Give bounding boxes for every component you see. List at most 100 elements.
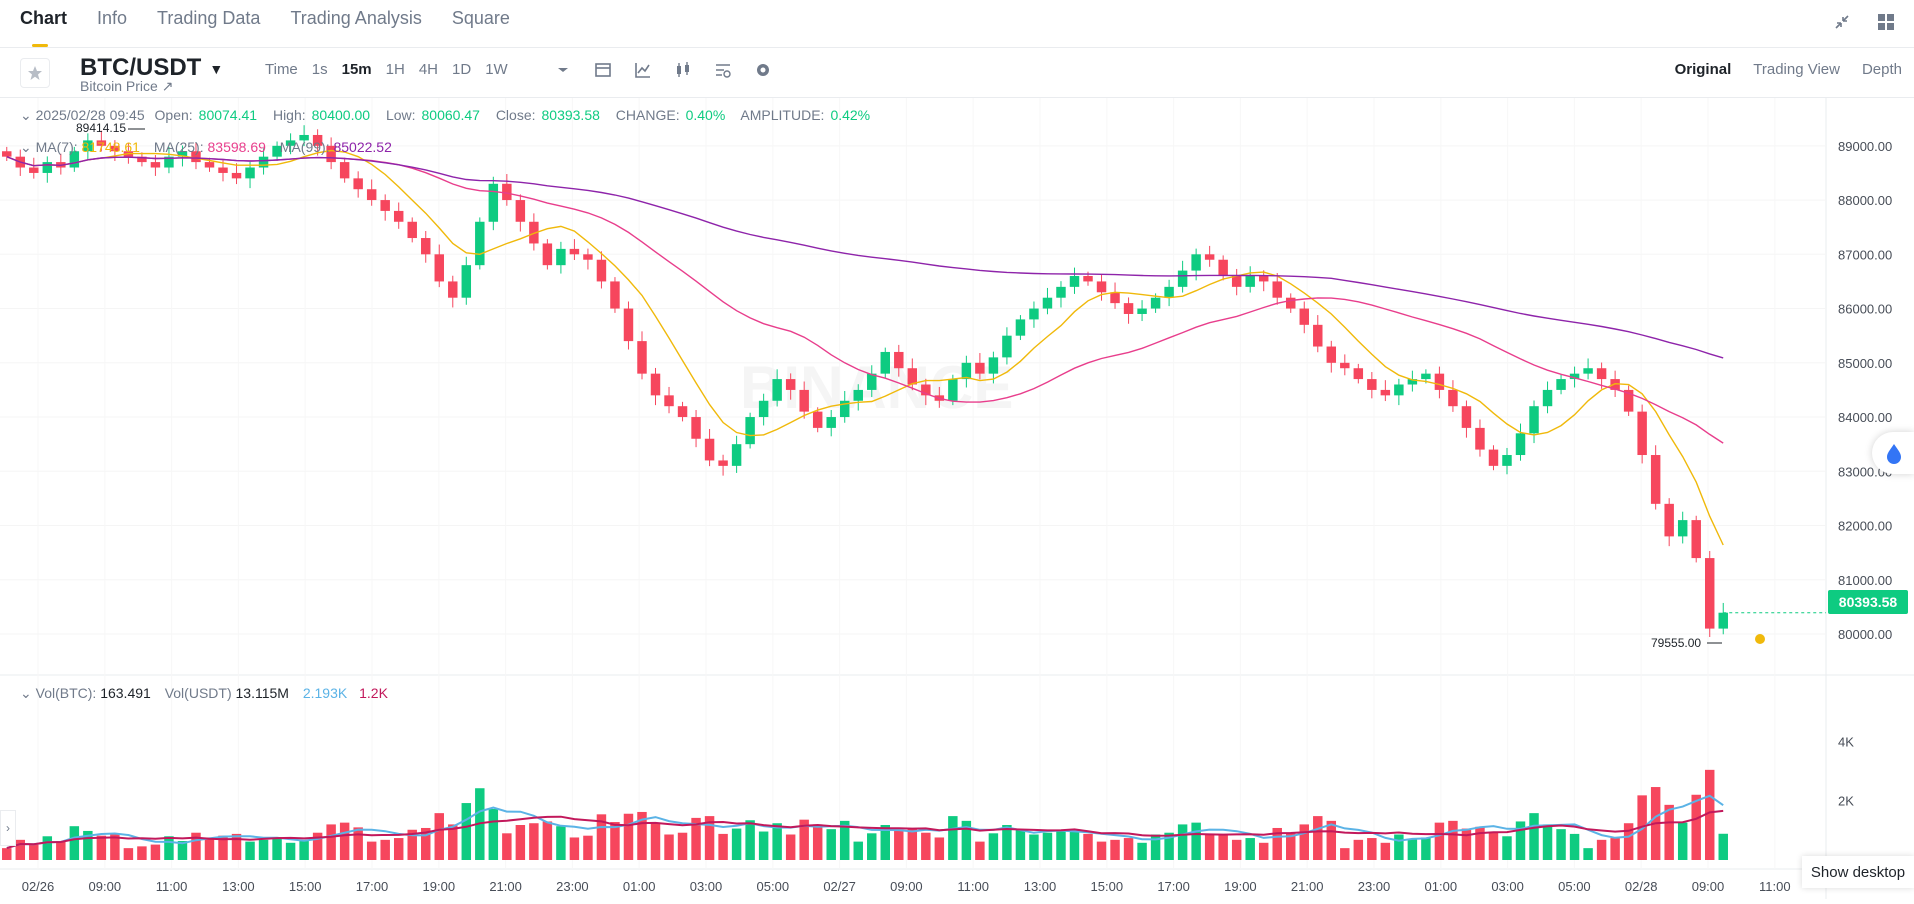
interval-time[interactable]: Time: [265, 61, 298, 78]
collapse-chevron-icon[interactable]: ⌄: [20, 139, 36, 155]
volume-bar: [772, 823, 782, 860]
volume-bar: [569, 837, 580, 860]
candle-body: [1623, 389, 1634, 412]
candle-body: [1286, 297, 1296, 309]
volume-bar: [1231, 839, 1242, 860]
collapse-chevron-icon[interactable]: ⌄: [20, 685, 36, 701]
candle-body: [1542, 389, 1553, 407]
interval-1s[interactable]: 1s: [311, 61, 328, 78]
volume-bar: [921, 832, 931, 860]
symbol-selector[interactable]: BTC/USDT ▼: [80, 54, 223, 82]
volume-bar: [1042, 832, 1053, 860]
volume-bar: [961, 820, 972, 860]
time-tick-label: 02/26: [22, 879, 55, 894]
volume-bar: [1502, 836, 1512, 860]
calendar-icon[interactable]: [593, 60, 613, 80]
candle-body: [1340, 362, 1350, 369]
interval-1w[interactable]: 1W: [485, 61, 508, 78]
layout-grid-icon[interactable]: [1876, 12, 1896, 32]
volume-bar: [326, 824, 336, 860]
candle-body: [29, 167, 39, 173]
time-tick-label: 23:00: [1358, 879, 1391, 894]
volume-bar: [1610, 838, 1620, 860]
chevron-down-icon[interactable]: [553, 60, 573, 80]
chart-area[interactable]: 89000.00 88000.00 87000.00 86000.00 85000.00…: [0, 98, 1914, 899]
candlestick-chart[interactable]: 89000.00 88000.00 87000.00 86000.00 85000.00…: [0, 98, 1914, 899]
candle-body: [867, 373, 877, 390]
candle-body: [799, 389, 809, 412]
candle-body: [1407, 379, 1418, 385]
tab-info[interactable]: Info: [97, 7, 128, 28]
candle-body: [69, 151, 80, 168]
tab-trading-analysis[interactable]: Trading Analysis: [290, 7, 422, 28]
settings-gear-icon[interactable]: [753, 60, 773, 80]
interval-1d[interactable]: 1D: [452, 61, 472, 78]
candle-body: [110, 145, 120, 152]
volume-bar: [1340, 848, 1350, 860]
candle-body: [137, 156, 147, 163]
volume-bar: [610, 822, 620, 860]
candle-body: [772, 379, 782, 401]
price-tick-label: 88000.00: [1838, 193, 1892, 208]
interval-4h[interactable]: 4H: [418, 61, 439, 78]
collapse-icon[interactable]: [1832, 12, 1852, 32]
volume-bar: [1407, 839, 1418, 860]
ma99-value: 85022.52: [333, 139, 392, 155]
candle-body: [1502, 455, 1512, 466]
tab-square[interactable]: Square: [451, 7, 510, 28]
indicator-icon[interactable]: [633, 60, 653, 80]
candle-body: [96, 140, 107, 146]
view-trading-view[interactable]: Trading View: [1753, 61, 1840, 78]
candle-body: [461, 265, 472, 298]
candle-body: [1015, 319, 1026, 336]
ma99-line: [6, 156, 1724, 359]
candle-body: [610, 281, 620, 309]
volume-bar: [421, 827, 431, 860]
volume-bar: [1542, 824, 1553, 860]
bitcoin-price-link[interactable]: Bitcoin Price ↗: [80, 78, 174, 94]
volume-bar: [69, 826, 80, 860]
collapse-chevron-icon[interactable]: ⌄: [20, 107, 36, 123]
candle-body: [1556, 379, 1566, 390]
candle-body: [1245, 276, 1255, 287]
volume-bar: [137, 846, 147, 860]
time-tick-label: 03:00: [1491, 879, 1524, 894]
time-tick-label: 09:00: [890, 879, 923, 894]
interval-15m[interactable]: 15m: [341, 61, 372, 78]
volume-bar: [1150, 834, 1161, 860]
candle-body: [583, 254, 593, 260]
high-value: 80400.00: [311, 107, 371, 123]
candle-body: [961, 362, 972, 380]
price-tick-label: 84000.00: [1838, 410, 1892, 425]
volume-bar: [1461, 828, 1472, 860]
depth-floating-button[interactable]: [1872, 432, 1914, 474]
template-icon[interactable]: [713, 60, 733, 80]
volume-bar: [1515, 821, 1526, 860]
candle-body: [1718, 612, 1728, 629]
volume-bar: [1177, 824, 1188, 860]
volume-bar: [150, 844, 161, 860]
view-original[interactable]: Original: [1674, 61, 1732, 78]
candle-type-icon[interactable]: [673, 60, 693, 80]
candle-body: [1299, 308, 1309, 325]
candle-body: [434, 254, 444, 282]
show-desktop-button[interactable]: Show desktop: [1802, 856, 1914, 888]
tab-trading-data[interactable]: Trading Data: [157, 7, 261, 28]
candle-body: [393, 210, 404, 222]
volume-bar: [204, 837, 215, 860]
favorite-star-button[interactable]: [20, 58, 50, 88]
volume-bar: [718, 833, 728, 860]
candle-body: [1083, 276, 1093, 282]
candle-body: [1204, 254, 1215, 260]
interval-1h[interactable]: 1H: [385, 61, 405, 78]
volume-bar: [812, 824, 823, 860]
ma7-line: [6, 149, 1724, 546]
volume-bar: [123, 848, 134, 860]
volume-bar: [1272, 827, 1282, 860]
expand-panel-button[interactable]: ›: [0, 810, 16, 846]
view-depth[interactable]: Depth: [1861, 61, 1902, 78]
time-tick-label: 13:00: [1024, 879, 1057, 894]
time-tick-label: 09:00: [89, 879, 122, 894]
volume-bar: [677, 832, 688, 860]
tab-chart[interactable]: Chart: [20, 0, 67, 48]
